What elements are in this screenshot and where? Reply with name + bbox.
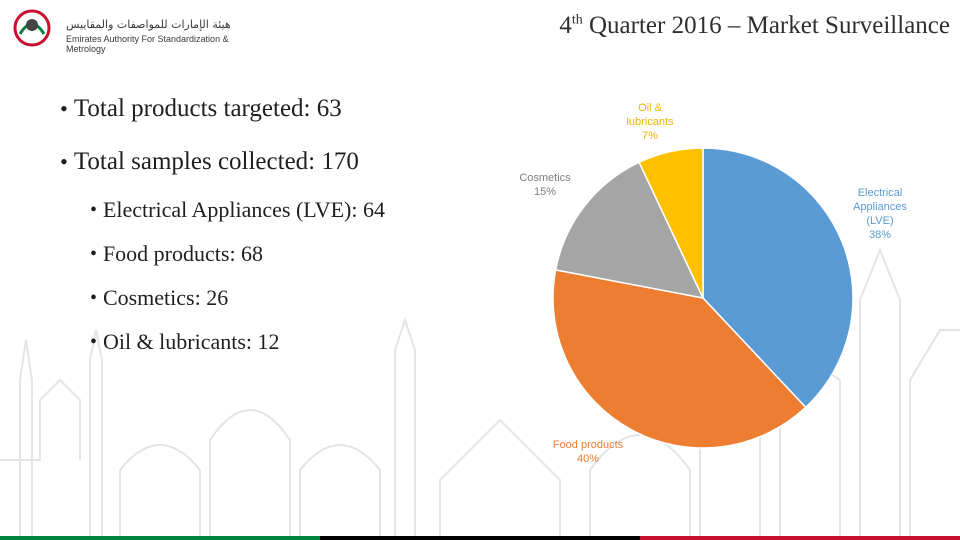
sub-bullet-text: Food products: 68 xyxy=(102,241,264,266)
data-label-category: lubricants xyxy=(626,116,674,128)
bullet-dot-icon: • xyxy=(90,286,97,309)
bullet-text: Total samples collected: 170 xyxy=(73,147,359,175)
data-label: Oil & lubricants 7% xyxy=(626,102,674,142)
page-title: 4th Quarter 2016 – Market Surveillance xyxy=(559,12,950,40)
data-label-category: Cosmetics xyxy=(519,172,571,184)
bullet-dot-icon: • xyxy=(90,198,97,221)
bullet-item: • Total samples collected: 170 xyxy=(60,135,490,188)
bullet-dot-icon: • xyxy=(60,95,68,121)
logo-arabic-text: هيئة الإمارات للمواصفات والمقاييس xyxy=(66,18,231,31)
pie-slice-electrical-appliances-lve xyxy=(702,147,854,409)
data-label-category: Electrical xyxy=(858,187,903,199)
pie-chart: Electrical Appliances (LVE) 38% Food product… xyxy=(519,102,907,465)
data-label: Electrical Appliances (LVE) 38% xyxy=(853,187,907,241)
sub-bullet-item: • Electrical Appliances (LVE): 64 xyxy=(60,188,490,232)
sub-bullet-text: Cosmetics: 26 xyxy=(102,285,229,310)
bullet-dot-icon: • xyxy=(60,148,68,174)
title-ordinal-suffix: th xyxy=(571,12,583,28)
sub-bullet-text: Oil & lubricants: 12 xyxy=(102,329,280,354)
data-label-percent: 40% xyxy=(577,453,599,465)
footer-flag-stripe xyxy=(0,536,960,540)
emblem-icon xyxy=(13,9,51,47)
footer-black-stripe xyxy=(320,536,640,540)
data-label: Food products 40% xyxy=(553,439,624,465)
data-label-category: Appliances xyxy=(853,201,907,213)
bullet-dot-icon: • xyxy=(90,242,97,265)
pie-slice-cosmetics xyxy=(554,161,705,300)
pie-slice-oil-lubricants xyxy=(638,147,704,299)
sub-bullet-item: • Food products: 68 xyxy=(60,232,490,276)
bullet-item: • Total products targeted: 63 xyxy=(60,82,490,135)
bullet-dot-icon: • xyxy=(90,330,97,353)
emirates-authority-logo: هيئة الإمارات للمواصفات والمقاييس Emirat… xyxy=(8,8,238,54)
footer-red-stripe xyxy=(640,536,960,540)
title-ordinal-number: 4 xyxy=(559,12,572,39)
data-label-category: (LVE) xyxy=(866,215,893,227)
data-label-category: Oil & xyxy=(638,102,663,114)
logo-english-text: Emirates Authority For Standardization &… xyxy=(66,34,229,54)
data-label-percent: 15% xyxy=(534,186,556,198)
data-label-category: Food products xyxy=(553,439,624,451)
data-label-percent: 38% xyxy=(869,229,891,241)
sub-bullet-item: • Cosmetics: 26 xyxy=(60,276,490,320)
sub-bullet-text: Electrical Appliances (LVE): 64 xyxy=(102,197,385,222)
bullet-list: • Total products targeted: 63 • Total samp… xyxy=(60,82,490,364)
data-label: Cosmetics 15% xyxy=(519,172,571,198)
bullet-text: Total products targeted: 63 xyxy=(73,94,342,122)
sub-bullet-item: • Oil & lubricants: 12 xyxy=(60,320,490,364)
footer-green-stripe xyxy=(0,536,320,540)
title-text: Quarter 2016 – Market Surveillance xyxy=(582,12,950,39)
data-label-percent: 7% xyxy=(642,130,658,142)
pie-slice-food-products xyxy=(552,269,807,449)
